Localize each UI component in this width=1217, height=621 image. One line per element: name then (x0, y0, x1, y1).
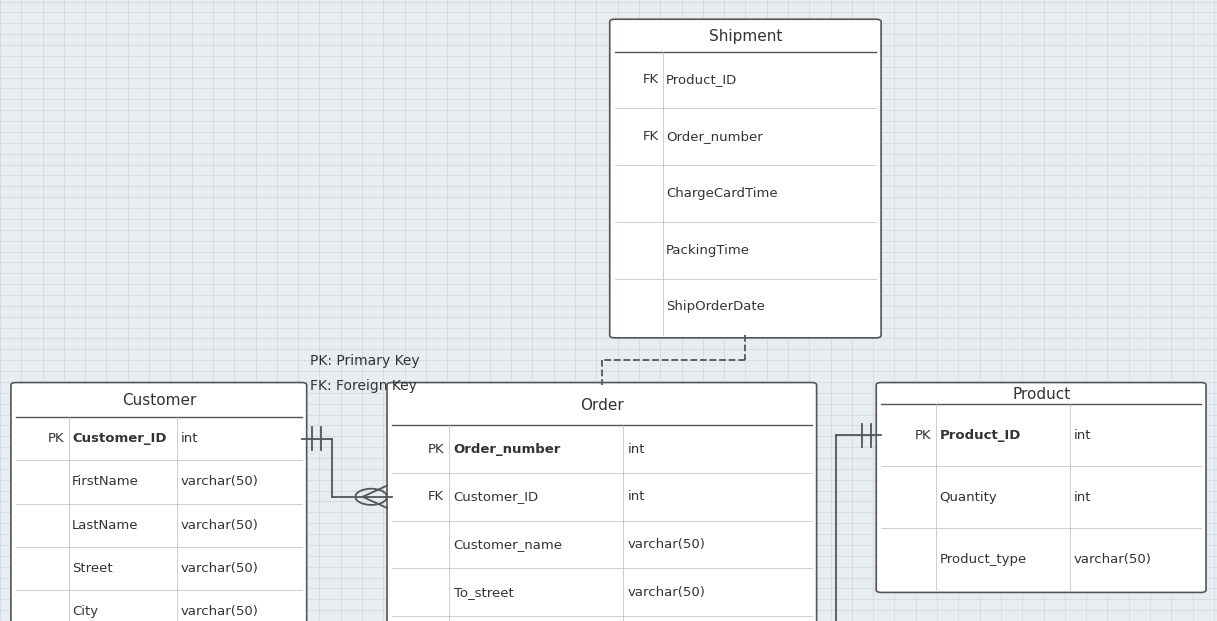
Text: Customer_name: Customer_name (454, 538, 562, 551)
Text: int: int (1073, 491, 1092, 504)
Text: Customer_ID: Customer_ID (454, 491, 539, 503)
Text: Product_ID: Product_ID (940, 429, 1021, 442)
FancyBboxPatch shape (876, 383, 1206, 592)
Text: Customer_ID: Customer_ID (72, 432, 167, 445)
Text: varchar(50): varchar(50) (181, 562, 259, 575)
Text: Order: Order (581, 397, 623, 412)
Text: Shipment: Shipment (708, 29, 783, 44)
Text: PK: PK (427, 443, 444, 456)
Text: FK: FK (643, 130, 660, 143)
Text: varchar(50): varchar(50) (628, 586, 706, 599)
Text: ChargeCardTime: ChargeCardTime (666, 187, 778, 200)
Text: PackingTime: PackingTime (666, 243, 750, 256)
Text: Quantity: Quantity (940, 491, 997, 504)
Text: Product_ID: Product_ID (666, 73, 738, 86)
FancyBboxPatch shape (387, 383, 817, 621)
Text: City: City (72, 605, 99, 619)
Text: To_street: To_street (454, 586, 514, 599)
Text: Customer: Customer (122, 394, 196, 409)
Text: ShipOrderDate: ShipOrderDate (666, 301, 765, 314)
Text: varchar(50): varchar(50) (181, 519, 259, 532)
Text: Product: Product (1013, 388, 1070, 402)
Text: PK: Primary Key
FK: Foreign Key: PK: Primary Key FK: Foreign Key (310, 354, 420, 393)
Text: Order_number: Order_number (454, 443, 561, 456)
Text: varchar(50): varchar(50) (181, 605, 259, 619)
Text: LastName: LastName (72, 519, 139, 532)
Text: int: int (1073, 429, 1092, 442)
Text: PK: PK (47, 432, 65, 445)
Text: FK: FK (643, 73, 660, 86)
Text: Street: Street (72, 562, 113, 575)
Text: int: int (181, 432, 198, 445)
Text: varchar(50): varchar(50) (181, 476, 259, 488)
Text: int: int (628, 443, 645, 456)
Text: FK: FK (428, 491, 444, 503)
Text: int: int (628, 491, 645, 503)
Text: varchar(50): varchar(50) (1073, 553, 1151, 566)
Text: PK: PK (914, 429, 931, 442)
Text: varchar(50): varchar(50) (628, 538, 706, 551)
FancyBboxPatch shape (11, 383, 307, 621)
FancyBboxPatch shape (610, 19, 881, 338)
Text: FirstName: FirstName (72, 476, 139, 488)
Text: Product_type: Product_type (940, 553, 1027, 566)
Text: Order_number: Order_number (666, 130, 763, 143)
